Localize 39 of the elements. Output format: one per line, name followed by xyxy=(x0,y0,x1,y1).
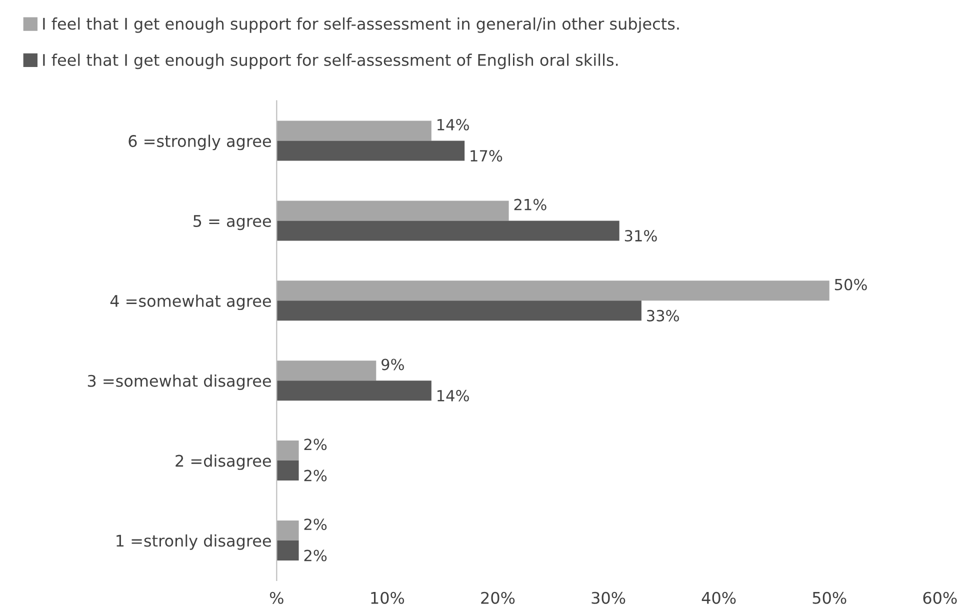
legend-label: I feel that I get enough support for self-assessment in general/in other subjects. xyxy=(43,17,679,33)
bar xyxy=(276,380,432,401)
x-tick-label: 40% xyxy=(702,592,736,604)
bar xyxy=(276,520,299,540)
data-label: 33% xyxy=(647,310,679,322)
x-tick-label: % xyxy=(270,592,284,604)
data-label: 2% xyxy=(304,438,327,450)
x-tick-label: 30% xyxy=(592,592,626,604)
bar xyxy=(276,360,376,381)
data-label: 31% xyxy=(624,230,657,242)
data-label: 14% xyxy=(438,118,469,130)
data-label: 9% xyxy=(382,358,404,370)
x-tick-label: 50% xyxy=(812,592,846,604)
bar xyxy=(276,460,299,481)
data-label: 14% xyxy=(438,390,469,402)
y-tick-label: 6 =strongly agree xyxy=(128,134,271,150)
bar xyxy=(276,540,299,560)
data-label: 17% xyxy=(470,150,502,162)
data-label: 2% xyxy=(304,470,327,482)
bar xyxy=(276,200,509,221)
bar xyxy=(276,280,830,301)
bar xyxy=(276,220,620,241)
data-label: 2% xyxy=(304,550,327,562)
bar xyxy=(276,120,432,141)
data-label: 50% xyxy=(834,278,867,290)
x-tick-label: 60% xyxy=(923,592,957,604)
legend-label: I feel that I get enough support for self-assessment of English oral skills. xyxy=(43,54,618,70)
data-label: 21% xyxy=(514,198,546,210)
bar xyxy=(276,140,465,161)
y-tick-label: 5 = agree xyxy=(194,215,271,230)
y-tick-label: 2 =disagree xyxy=(176,454,271,470)
bar xyxy=(276,300,642,321)
x-tick-label: 20% xyxy=(481,592,515,604)
data-label: 2% xyxy=(304,518,327,530)
y-tick-label: 4 =somewhat agree xyxy=(110,294,271,310)
y-tick-label: 1 =stronly disagree xyxy=(116,534,271,550)
bar xyxy=(276,440,299,461)
y-tick-label: 3 =somewhat disagree xyxy=(88,374,271,390)
x-tick-label: 10% xyxy=(371,592,404,604)
